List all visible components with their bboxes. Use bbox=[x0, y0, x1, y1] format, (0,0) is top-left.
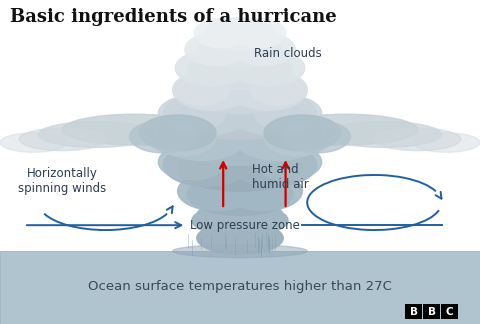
Ellipse shape bbox=[139, 115, 216, 151]
Ellipse shape bbox=[197, 222, 283, 254]
Ellipse shape bbox=[173, 73, 230, 105]
Ellipse shape bbox=[192, 204, 288, 237]
Ellipse shape bbox=[374, 128, 461, 151]
Ellipse shape bbox=[158, 118, 245, 160]
Ellipse shape bbox=[38, 122, 154, 147]
Ellipse shape bbox=[233, 18, 286, 48]
Ellipse shape bbox=[233, 50, 305, 86]
Text: C: C bbox=[445, 307, 453, 317]
Text: Ocean surface temperatures higher than 27C: Ocean surface temperatures higher than 2… bbox=[88, 280, 392, 293]
Ellipse shape bbox=[197, 201, 264, 230]
Ellipse shape bbox=[264, 120, 331, 156]
Ellipse shape bbox=[226, 172, 302, 211]
Ellipse shape bbox=[158, 144, 226, 180]
Ellipse shape bbox=[274, 114, 418, 145]
Text: Hot and
humid air: Hot and humid air bbox=[252, 163, 309, 191]
Ellipse shape bbox=[158, 96, 226, 131]
Text: Basic ingredients of a hurricane: Basic ingredients of a hurricane bbox=[10, 8, 336, 26]
Text: B: B bbox=[428, 307, 435, 317]
Ellipse shape bbox=[235, 118, 322, 160]
Ellipse shape bbox=[254, 144, 322, 180]
Bar bbox=[0, 251, 480, 324]
Ellipse shape bbox=[230, 144, 317, 186]
Ellipse shape bbox=[413, 133, 480, 152]
Ellipse shape bbox=[173, 71, 250, 110]
Ellipse shape bbox=[230, 93, 317, 135]
Ellipse shape bbox=[185, 33, 247, 65]
Ellipse shape bbox=[163, 144, 250, 186]
Ellipse shape bbox=[187, 50, 293, 89]
FancyBboxPatch shape bbox=[423, 304, 440, 319]
Ellipse shape bbox=[254, 96, 322, 131]
Text: Horizontally
spinning winds: Horizontally spinning winds bbox=[18, 168, 107, 195]
Ellipse shape bbox=[233, 33, 295, 65]
Ellipse shape bbox=[173, 120, 307, 165]
Ellipse shape bbox=[0, 133, 67, 152]
Ellipse shape bbox=[178, 172, 254, 211]
Ellipse shape bbox=[197, 32, 283, 68]
Ellipse shape bbox=[62, 114, 206, 145]
Ellipse shape bbox=[187, 173, 293, 215]
Ellipse shape bbox=[173, 245, 307, 258]
Ellipse shape bbox=[283, 121, 350, 153]
Ellipse shape bbox=[130, 121, 197, 153]
Text: Low pressure zone: Low pressure zone bbox=[190, 219, 300, 232]
Ellipse shape bbox=[216, 201, 283, 230]
Ellipse shape bbox=[194, 18, 247, 48]
Ellipse shape bbox=[230, 71, 307, 110]
FancyBboxPatch shape bbox=[405, 304, 422, 319]
Ellipse shape bbox=[204, 18, 276, 50]
Ellipse shape bbox=[163, 93, 250, 135]
Ellipse shape bbox=[175, 50, 247, 86]
FancyBboxPatch shape bbox=[441, 304, 458, 319]
Ellipse shape bbox=[19, 128, 106, 151]
Ellipse shape bbox=[264, 115, 341, 151]
Ellipse shape bbox=[250, 73, 307, 105]
Text: Rain clouds: Rain clouds bbox=[254, 47, 322, 60]
Ellipse shape bbox=[178, 94, 302, 139]
Ellipse shape bbox=[178, 146, 302, 191]
Text: B: B bbox=[410, 307, 418, 317]
Ellipse shape bbox=[326, 122, 442, 147]
Ellipse shape bbox=[182, 71, 298, 113]
Ellipse shape bbox=[149, 120, 216, 156]
